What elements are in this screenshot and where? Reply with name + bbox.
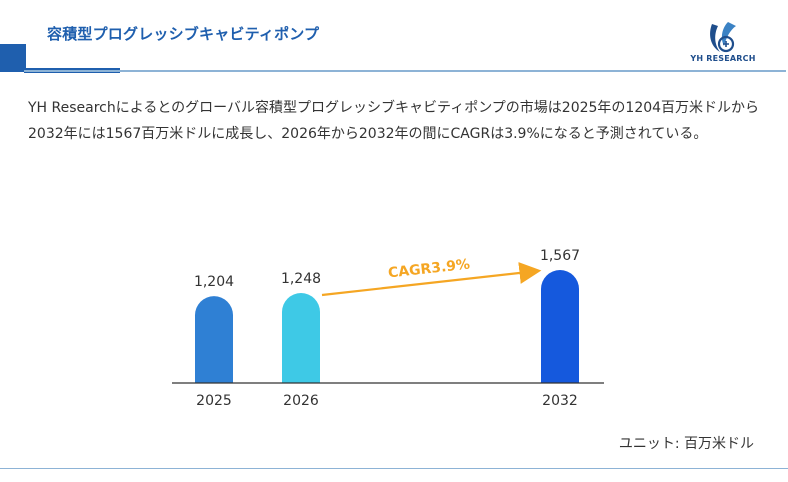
footer-divider [0,468,788,469]
logo-text: YH RESEARCH [690,54,756,63]
corner-accent-shape [0,44,26,72]
x-tick-label-2026: 2026 [283,393,319,409]
cagr-arrow [321,262,542,297]
market-description: YH Researchによるとのグローバル容積型プログレッシブキャビティポンプの… [28,100,760,142]
yh-research-logo-icon [710,22,736,53]
x-tick-label-2025: 2025 [196,393,232,409]
value-label-2025: 1,204 [194,274,234,290]
bar-2025 [195,296,233,383]
cagr-annotation: CAGR3.9% [387,257,470,282]
bar-2032 [541,270,579,383]
header-divider [24,70,786,72]
unit-label: ユニット: 百万米ドル [618,436,754,452]
page-title: 容積型プログレッシブキャビティポンプ [47,25,320,43]
bar-2026 [282,293,320,383]
x-tick-label-2032: 2032 [542,393,578,409]
value-label-2032: 1,567 [540,248,580,264]
value-label-2026: 1,248 [281,271,321,287]
